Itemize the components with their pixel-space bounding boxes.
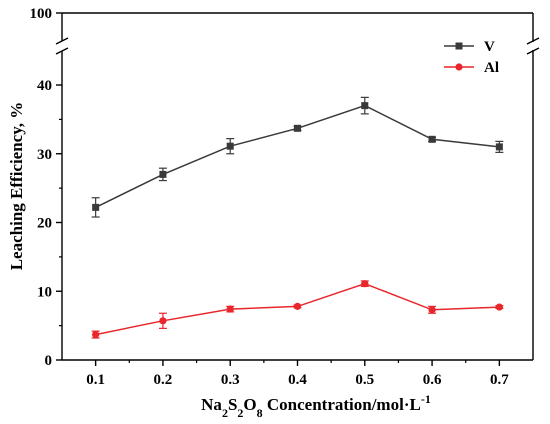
x-tick-label: 0.6 <box>423 372 442 388</box>
y-axis-label: Leaching Efficiency, % <box>7 102 26 271</box>
x-axis-ticks: 0.1 0.2 0.3 0.4 0.5 0.6 0.7 <box>86 360 509 388</box>
series-v-line <box>95 104 500 209</box>
y-tick-label: 20 <box>37 216 52 232</box>
series-al-point <box>428 306 436 314</box>
y-tick-label: 40 <box>37 78 52 94</box>
series-al-point <box>92 330 100 339</box>
series-al-point <box>495 303 503 311</box>
right-axis-break-gap <box>529 42 537 50</box>
legend: V Al <box>444 39 499 76</box>
series-al-point <box>159 317 167 325</box>
x-tick-label: 0.1 <box>86 372 105 388</box>
series-v <box>91 96 504 218</box>
right-axis-break-mark <box>526 37 540 45</box>
series-layer <box>91 96 504 339</box>
series-al <box>91 280 504 339</box>
y-tick-label: 30 <box>37 147 52 163</box>
legend-al-marker <box>455 63 463 71</box>
x-tick-label: 0.5 <box>355 372 374 388</box>
x-tick-label: 0.2 <box>154 372 173 388</box>
y-axis-ticks: 0 10 20 30 40 100 <box>30 6 62 369</box>
x-axis-label: Na2S2O8 Concentration/mol·L-1 <box>201 392 431 420</box>
x-tick-label: 0.4 <box>288 372 307 388</box>
legend-v-label: V <box>484 39 495 55</box>
series-v-point <box>294 124 301 132</box>
y-axis-break-mark <box>55 47 69 55</box>
series-al-point <box>361 280 369 288</box>
series-al-point <box>293 302 302 310</box>
y-tick-label: 100 <box>30 6 53 22</box>
x-tick-label: 0.3 <box>221 372 240 388</box>
series-v-point <box>226 142 234 150</box>
y-tick-label: 10 <box>37 284 52 300</box>
right-axis-break-mark <box>526 47 540 55</box>
plot-frame <box>55 12 540 361</box>
y-axis-break-mark <box>55 37 69 45</box>
series-v-point <box>495 143 503 151</box>
series-v-point <box>92 203 100 211</box>
x-tick-label: 0.7 <box>490 372 509 388</box>
legend-v-marker <box>455 42 463 50</box>
series-v-point <box>428 135 436 143</box>
series-v-point <box>159 170 167 178</box>
series-al-point <box>226 305 234 313</box>
series-v-point <box>361 102 369 110</box>
legend-al-label: Al <box>484 60 499 76</box>
y-tick-label: 0 <box>45 353 53 369</box>
